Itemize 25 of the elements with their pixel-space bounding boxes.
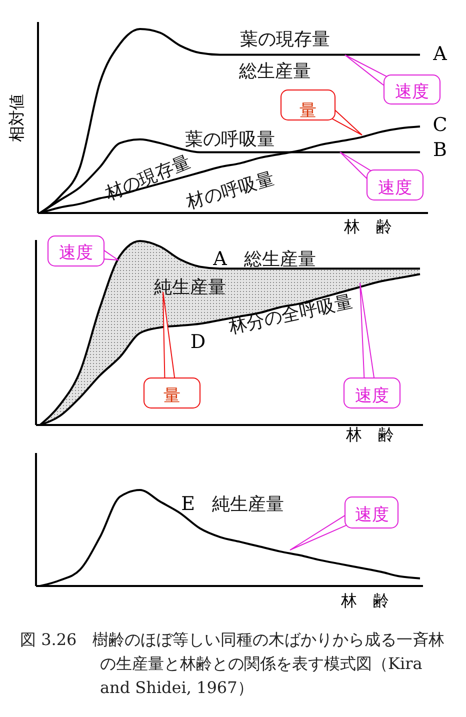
series-label: B (433, 139, 447, 161)
series-label: E (181, 493, 195, 515)
annotation: 速度 (395, 82, 429, 102)
annotation: 速度 (59, 243, 93, 263)
annotation: 総生産量 (243, 249, 316, 270)
x-axis-title: 林 齢 (345, 425, 394, 444)
series-label: C (432, 114, 448, 136)
annotation: 林分の全呼吸量 (226, 291, 355, 338)
annotation: 総生産量 (238, 61, 311, 82)
annotation: 速度 (378, 178, 412, 198)
caption: 図 3.26 樹齢のほぼ等しい同種の木ばかりから成る一斉林の生産量と林齢との関係を表す模式図（Kira and Shidei, 1967） (20, 629, 446, 699)
x-axis-title: 林 齢 (343, 217, 392, 236)
annotation: 量 (300, 101, 316, 121)
y-axis-title: 相対値 (7, 94, 26, 142)
annotation: 純生産量 (212, 494, 284, 515)
annotation: 速度 (355, 386, 389, 406)
annotation: 速度 (355, 505, 389, 525)
annotation: 葉の現存量 (240, 29, 330, 50)
annotation: 純生産量 (154, 277, 226, 298)
series-label: D (190, 331, 206, 353)
series-label: A (432, 43, 448, 65)
annotation: 葉の呼吸量 (185, 129, 275, 150)
series-label: A (212, 248, 228, 270)
x-axis-title: 林 齢 (340, 591, 389, 610)
annotation: 量 (164, 386, 180, 406)
